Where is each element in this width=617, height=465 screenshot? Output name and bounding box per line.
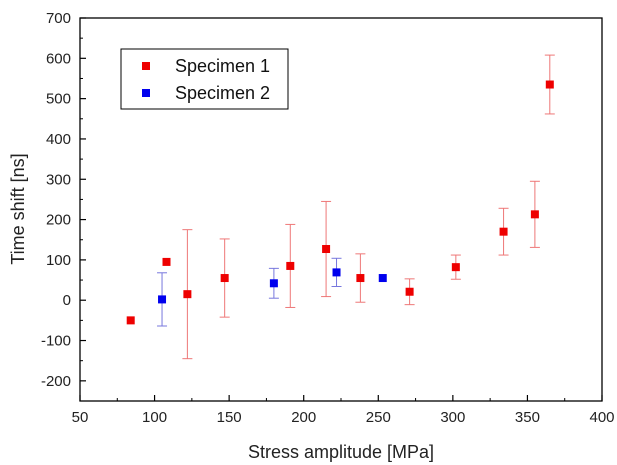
y-tick-label: 0: [63, 292, 71, 309]
data-point: [530, 210, 539, 219]
x-tick-label: 200: [291, 409, 316, 426]
x-tick-label: 400: [589, 409, 614, 426]
data-point: [332, 268, 341, 277]
x-tick-label: 150: [217, 409, 242, 426]
y-tick-label: 200: [46, 212, 71, 229]
data-point: [220, 274, 229, 283]
legend-box: [120, 48, 289, 110]
data-point: [158, 295, 167, 304]
data-point: [545, 80, 554, 89]
axes: 50 100 150 200 250 300 350 400 -200 -100 0 100 200 30…: [41, 10, 615, 426]
data-point: [356, 274, 365, 283]
y-tick-label: 600: [46, 50, 71, 67]
y-tick-label: -100: [41, 333, 71, 350]
y-axis-title: Time shift [ns]: [8, 153, 28, 264]
y-tick-label: 700: [46, 10, 71, 27]
data-point: [286, 261, 295, 270]
data-point: [405, 287, 414, 296]
legend-marker: [142, 89, 150, 97]
x-axis-title: Stress amplitude [MPa]: [248, 442, 434, 462]
x-tick-label: 100: [142, 409, 167, 426]
data-point: [451, 263, 460, 272]
y-tick-label: -200: [41, 373, 71, 390]
data-point: [378, 274, 387, 283]
data-point: [322, 245, 331, 254]
x-tick-label: 50: [72, 409, 89, 426]
data-point: [499, 227, 508, 236]
legend: Specimen 1 Specimen 2: [120, 48, 289, 110]
y-tick-label: 100: [46, 252, 71, 269]
legend-label: Specimen 2: [175, 83, 270, 103]
legend-marker: [142, 62, 150, 70]
y-tick-label: 300: [46, 171, 71, 188]
y-tick-label: 500: [46, 91, 71, 108]
data-point: [162, 257, 171, 266]
data-point: [183, 290, 192, 299]
x-tick-label: 250: [366, 409, 391, 426]
data-point: [126, 316, 135, 325]
x-tick-label: 300: [440, 409, 465, 426]
x-tick-label: 350: [515, 409, 540, 426]
legend-label: Specimen 1: [175, 56, 270, 76]
data-markers: [126, 80, 554, 325]
data-point: [269, 279, 278, 288]
y-tick-label: 400: [46, 131, 71, 148]
